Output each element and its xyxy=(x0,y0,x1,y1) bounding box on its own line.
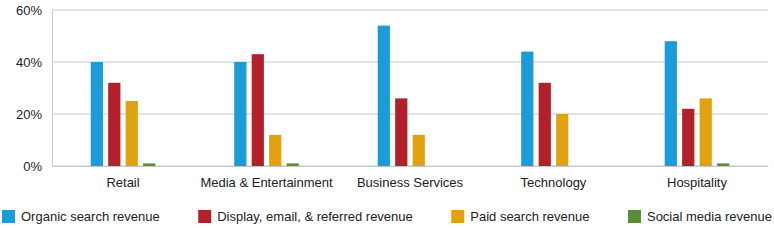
y-tick-label: 0% xyxy=(23,159,42,174)
bar xyxy=(378,26,390,166)
x-axis-line xyxy=(53,166,769,167)
x-tick-label: Hospitality xyxy=(667,175,727,190)
legend-item: Paid search revenue xyxy=(451,209,589,224)
bar xyxy=(430,166,442,167)
y-tick: 0% xyxy=(23,159,52,174)
bar xyxy=(269,135,281,166)
bar xyxy=(539,83,551,166)
grid-line xyxy=(52,62,768,63)
legend-swatch xyxy=(628,210,641,223)
x-tick-label: Retail xyxy=(106,175,139,190)
x-tick: Retail xyxy=(106,166,139,190)
chart: 0% 20% 40% 60% Retail Media & Entertainment Bu… xyxy=(0,0,774,228)
x-tick-label: Technology xyxy=(521,175,587,190)
x-tick: Media & Entertainment xyxy=(200,166,333,190)
bar xyxy=(717,163,729,166)
bar xyxy=(665,41,677,166)
bar xyxy=(413,135,425,166)
legend-label: Paid search revenue xyxy=(470,209,589,224)
series xyxy=(108,54,694,166)
legend-label: Organic search revenue xyxy=(21,209,160,224)
bars xyxy=(91,26,730,166)
y-tick: 60% xyxy=(16,3,52,18)
x-tick: Hospitality xyxy=(667,166,727,190)
x-tick: Business Services xyxy=(357,166,464,190)
legend-label: Display, email, & referred revenue xyxy=(217,209,413,224)
series xyxy=(91,26,677,166)
bar xyxy=(556,114,568,166)
legend-item: Social media revenue xyxy=(628,209,772,224)
legend-swatch xyxy=(2,210,15,223)
legend-swatch xyxy=(451,210,464,223)
grid-line xyxy=(52,114,768,115)
legend: Organic search revenue Display, email, & … xyxy=(2,209,772,224)
bar xyxy=(252,54,264,166)
bar xyxy=(521,52,533,166)
y-tick: 20% xyxy=(16,107,52,122)
y-tick: 40% xyxy=(16,55,52,70)
y-axis: 0% 20% 40% 60% xyxy=(16,3,53,174)
y-tick-label: 40% xyxy=(16,55,42,70)
series xyxy=(143,163,729,166)
legend-item: Display, email, & referred revenue xyxy=(198,209,413,224)
bar xyxy=(234,62,246,166)
bar xyxy=(682,109,694,166)
x-tick-label: Business Services xyxy=(357,175,464,190)
y-tick-label: 20% xyxy=(16,107,42,122)
bar xyxy=(395,98,407,166)
bar xyxy=(700,98,712,166)
x-tick-label: Media & Entertainment xyxy=(200,175,333,190)
bar xyxy=(287,163,299,166)
grid-line xyxy=(52,10,768,11)
x-tick: Technology xyxy=(521,166,587,190)
bar xyxy=(126,101,138,166)
series xyxy=(126,98,712,166)
bar xyxy=(108,83,120,166)
bar xyxy=(91,62,103,166)
bar xyxy=(574,166,586,167)
grid xyxy=(52,10,768,166)
legend-item: Organic search revenue xyxy=(2,209,160,224)
x-axis: Retail Media & Entertainment Business Serv… xyxy=(53,166,769,190)
legend-label: Social media revenue xyxy=(647,209,772,224)
y-axis-line xyxy=(52,11,53,167)
y-tick-label: 60% xyxy=(16,3,42,18)
bar xyxy=(143,163,155,166)
legend-swatch xyxy=(198,210,211,223)
grid-line xyxy=(52,166,768,167)
